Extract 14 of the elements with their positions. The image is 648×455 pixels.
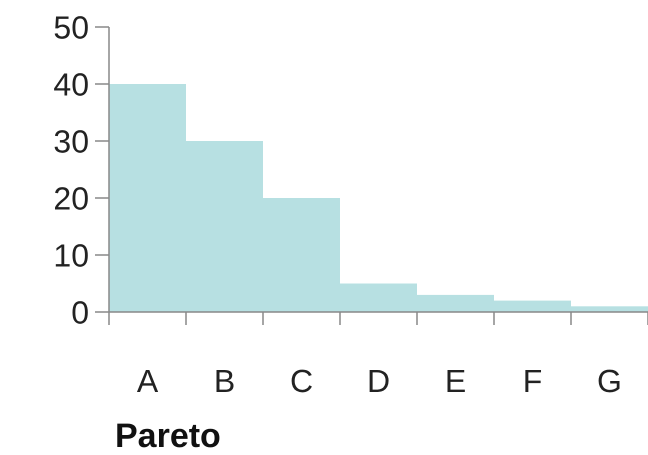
y-tick-label: 0	[71, 294, 89, 331]
y-tick-label: 20	[53, 180, 89, 217]
x-tick-label: C	[290, 363, 314, 399]
x-tick-label: A	[136, 363, 159, 399]
x-tick-label: B	[214, 363, 236, 399]
y-tick-label: 10	[53, 238, 89, 274]
x-tick-label: F	[522, 363, 542, 399]
x-tick-label: D	[366, 363, 390, 399]
x-axis-title: Pareto	[115, 417, 221, 455]
y-tick-label: 40	[53, 66, 89, 103]
x-tick-label: G	[597, 363, 622, 399]
y-tick-label: 50	[53, 10, 89, 46]
y-tick-label: 30	[53, 124, 89, 160]
x-tick-label: E	[444, 363, 466, 399]
